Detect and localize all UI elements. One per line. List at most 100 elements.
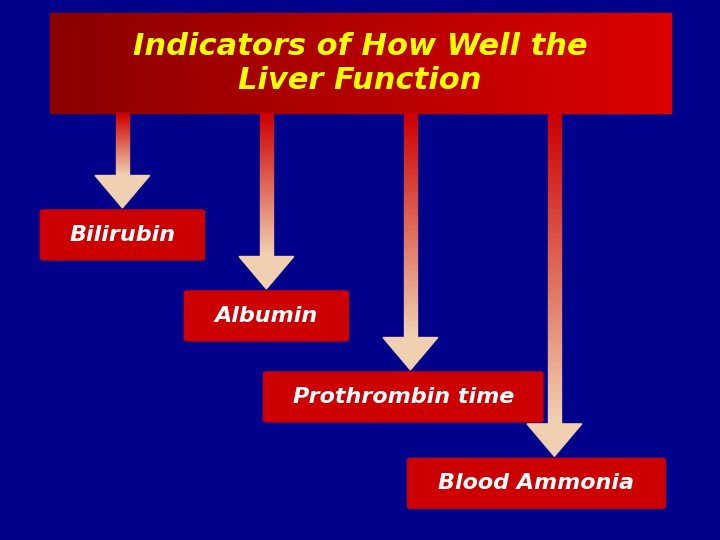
Bar <box>116 168 129 170</box>
Bar <box>404 147 417 153</box>
Bar <box>260 131 273 135</box>
Bar <box>195 14 207 113</box>
Polygon shape <box>239 256 294 289</box>
Bar <box>257 14 269 113</box>
Bar <box>404 253 417 259</box>
Bar <box>404 287 417 293</box>
Bar <box>548 307 561 315</box>
Bar <box>404 113 417 119</box>
Bar <box>548 129 561 137</box>
Polygon shape <box>95 176 150 208</box>
Bar <box>116 160 129 161</box>
Bar <box>260 213 273 217</box>
Bar <box>260 167 273 171</box>
Bar <box>116 174 129 176</box>
Bar <box>404 203 417 208</box>
Bar <box>116 123 129 124</box>
Bar <box>546 14 557 113</box>
Bar <box>319 14 330 113</box>
Bar <box>50 14 62 113</box>
Bar <box>381 14 392 113</box>
Bar <box>260 185 273 188</box>
Bar <box>350 14 361 113</box>
Bar <box>260 235 273 239</box>
Bar <box>404 175 417 180</box>
Bar <box>404 192 417 198</box>
Bar <box>548 245 561 253</box>
FancyBboxPatch shape <box>263 372 544 422</box>
Bar <box>370 14 382 113</box>
Bar <box>548 152 561 160</box>
FancyBboxPatch shape <box>407 458 666 509</box>
Bar <box>548 269 561 276</box>
Bar <box>404 321 417 326</box>
Bar <box>116 127 129 129</box>
Bar <box>404 259 417 265</box>
Bar <box>308 14 320 113</box>
Bar <box>143 14 155 113</box>
Bar <box>116 152 129 154</box>
Bar <box>548 315 561 323</box>
Bar <box>548 354 561 362</box>
Bar <box>474 14 485 113</box>
Bar <box>548 393 561 401</box>
Bar <box>548 160 561 168</box>
Bar <box>116 115 129 117</box>
Bar <box>404 170 417 175</box>
Bar <box>260 206 273 210</box>
Bar <box>463 14 475 113</box>
Bar <box>116 154 129 156</box>
Bar <box>260 210 273 213</box>
Bar <box>116 172 129 174</box>
Bar <box>598 14 609 113</box>
Bar <box>260 217 273 221</box>
Bar <box>548 176 561 183</box>
Bar <box>548 199 561 206</box>
Bar <box>548 191 561 199</box>
Bar <box>260 203 273 206</box>
Bar <box>260 246 273 249</box>
Bar <box>577 14 588 113</box>
Bar <box>404 326 417 332</box>
Bar <box>260 242 273 246</box>
Bar <box>116 135 129 137</box>
Bar <box>404 136 417 141</box>
Bar <box>260 192 273 195</box>
Bar <box>236 14 248 113</box>
Bar <box>639 14 650 113</box>
Bar <box>548 121 561 129</box>
Text: Prothrombin time: Prothrombin time <box>292 387 514 407</box>
Bar <box>404 248 417 253</box>
Bar <box>404 298 417 304</box>
Bar <box>260 157 273 160</box>
Bar <box>116 119 129 121</box>
Bar <box>404 180 417 186</box>
Bar <box>260 249 273 253</box>
Bar <box>548 408 561 416</box>
Bar <box>260 174 273 178</box>
Text: Blood Ammonia: Blood Ammonia <box>438 473 634 494</box>
Bar <box>116 156 129 157</box>
Bar <box>548 401 561 408</box>
Bar <box>548 323 561 330</box>
Bar <box>404 304 417 309</box>
Bar <box>453 14 464 113</box>
Bar <box>260 120 273 124</box>
Bar <box>360 14 372 113</box>
Bar <box>443 14 454 113</box>
Polygon shape <box>383 338 438 370</box>
Bar <box>116 166 129 168</box>
Bar <box>548 238 561 245</box>
Bar <box>629 14 640 113</box>
Text: Albumin: Albumin <box>215 306 318 326</box>
Bar <box>260 178 273 181</box>
Bar <box>116 147 129 149</box>
Bar <box>116 158 129 160</box>
Polygon shape <box>527 424 582 456</box>
Bar <box>116 149 129 151</box>
Bar <box>116 140 129 141</box>
Bar <box>260 195 273 199</box>
Bar <box>116 157 129 158</box>
Bar <box>548 276 561 284</box>
Bar <box>649 14 661 113</box>
